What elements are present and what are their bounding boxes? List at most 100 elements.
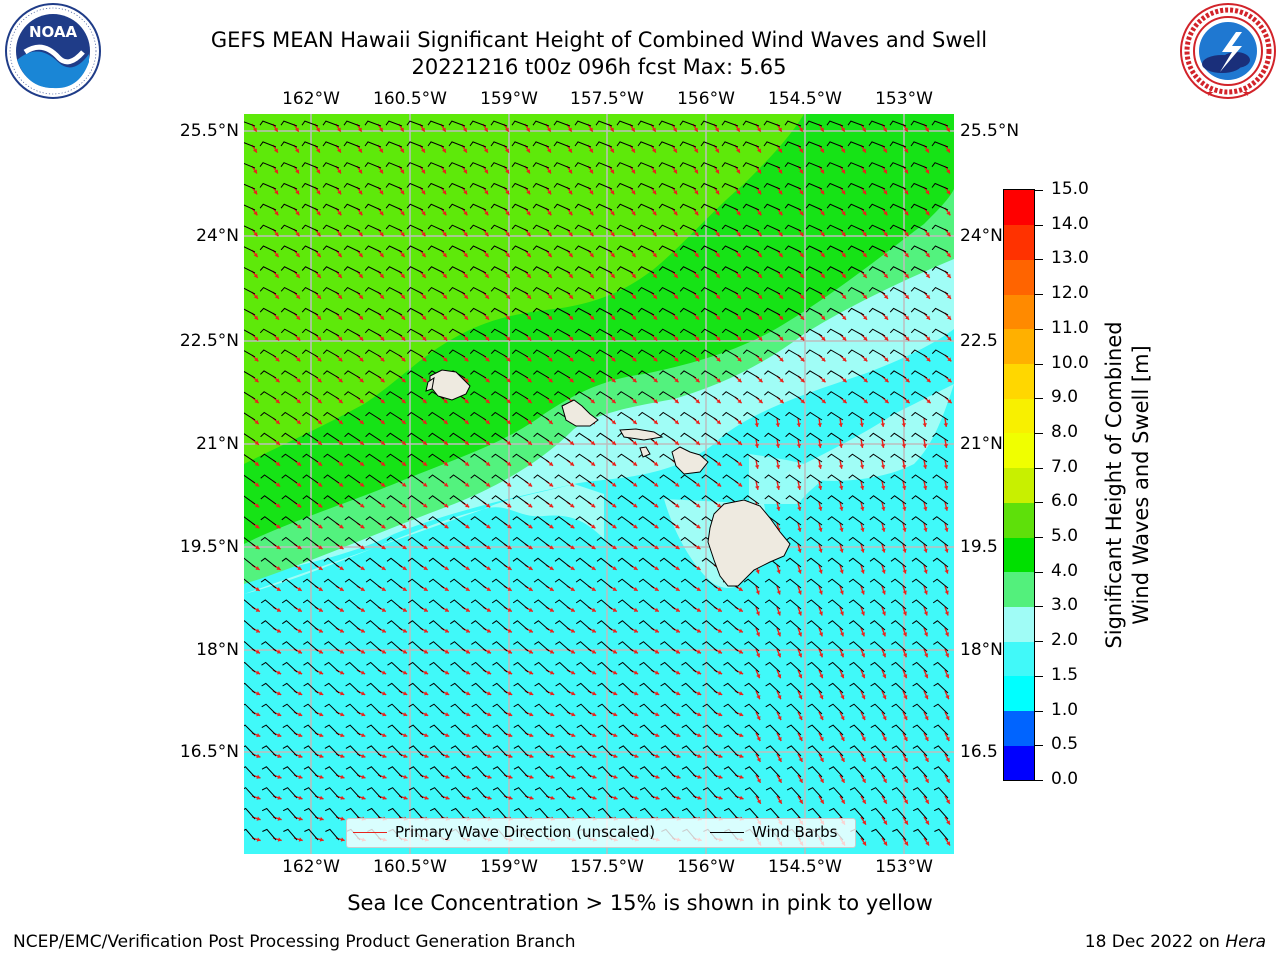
- wave-direction-arrowhead: [717, 628, 722, 633]
- wave-direction-arrowhead: [486, 587, 491, 591]
- wave-direction-arrowhead: [631, 148, 635, 153]
- wave-direction-arrowhead: [652, 232, 657, 237]
- lon-label: 157.5°W: [570, 857, 644, 877]
- wind-barb: [302, 391, 319, 400]
- wind-barb: [721, 224, 739, 232]
- wave-direction-arrowhead: [943, 465, 949, 469]
- wind-barb: [471, 641, 487, 652]
- wave-direction-arrowhead: [361, 795, 366, 800]
- wind-barb: [260, 516, 277, 526]
- wind-barb: [448, 203, 466, 211]
- wave-direction-arrowhead: [633, 524, 638, 529]
- wind-barb: [869, 411, 886, 421]
- wave-direction-arrowhead: [444, 566, 449, 570]
- wave-direction-arrowhead: [548, 378, 553, 383]
- lon-label: 154.5°W: [768, 89, 842, 109]
- wave-direction-arrowhead: [466, 712, 471, 717]
- wave-direction-arrowhead: [528, 545, 533, 549]
- wave-direction-arrowhead: [945, 736, 950, 741]
- wind-barb: [532, 141, 550, 148]
- wave-direction-arrowhead: [611, 440, 616, 445]
- colorbar-tick-label: 7.0: [1051, 456, 1079, 477]
- colorbar-segment: [1004, 641, 1034, 677]
- wind-barb: [574, 182, 592, 190]
- wave-direction-arrowhead: [716, 378, 721, 383]
- wave-direction-arrowhead: [861, 757, 866, 762]
- wind-barb: [785, 370, 802, 379]
- wave-direction-arrowhead: [923, 569, 928, 574]
- wind-barb: [596, 495, 613, 505]
- wave-direction-arrowhead: [611, 420, 616, 424]
- wind-barb: [429, 745, 445, 757]
- wind-barb: [870, 766, 886, 778]
- wave-direction-arrowhead: [277, 712, 282, 717]
- wind-barb: [722, 474, 739, 484]
- wind-barb: [868, 307, 886, 316]
- wind-barb: [765, 703, 781, 715]
- wind-barb: [700, 120, 718, 127]
- wind-barb: [847, 349, 865, 358]
- wind-barb: [450, 682, 466, 694]
- wind-barb: [596, 599, 613, 610]
- wave-direction-arrowhead: [924, 757, 929, 762]
- wind-barb: [807, 661, 823, 673]
- wave-direction-arrowhead: [652, 253, 657, 258]
- wind-barb: [554, 495, 571, 505]
- wave-direction-arrowhead: [379, 232, 384, 237]
- wave-direction-arrowhead: [484, 294, 489, 299]
- wind-barb: [282, 620, 298, 631]
- wind-barb: [700, 162, 718, 169]
- wave-direction-arrowhead: [403, 753, 408, 758]
- wave-direction-arrowhead: [318, 566, 323, 570]
- wind-barb: [723, 703, 739, 715]
- wave-direction-arrowhead: [717, 649, 722, 654]
- wind-barb: [511, 162, 529, 169]
- wave-direction-arrowhead: [839, 548, 844, 553]
- island-oahu: [561, 399, 599, 427]
- wave-direction-arrowhead: [252, 127, 257, 132]
- wave-direction-arrowhead: [755, 611, 760, 616]
- wind-barb: [827, 474, 844, 484]
- wind-barb: [912, 661, 928, 673]
- wind-barb: [343, 328, 361, 337]
- wind-barb: [534, 661, 550, 673]
- wind-barb: [301, 141, 319, 148]
- wave-direction-arrowhead: [484, 190, 489, 195]
- wave-direction-arrowhead: [673, 211, 678, 216]
- wave-direction-arrowhead: [926, 336, 931, 341]
- wind-barb: [344, 453, 361, 463]
- wind-barb: [722, 453, 739, 463]
- wave-direction-arrowhead: [738, 587, 743, 591]
- wind-barb: [282, 703, 298, 715]
- wave-direction-arrowhead: [882, 674, 887, 679]
- wave-direction-arrowhead: [466, 691, 471, 696]
- wave-direction-arrowhead: [695, 315, 699, 320]
- wave-direction-arrowhead: [841, 148, 845, 153]
- wave-direction-arrowhead: [881, 548, 886, 553]
- wind-barb: [428, 536, 445, 547]
- wave-direction-arrowhead: [612, 607, 617, 612]
- wind-barb: [681, 807, 697, 820]
- wind-barb: [533, 453, 550, 463]
- wave-direction-arrowhead: [527, 399, 532, 404]
- wave-direction-arrowhead: [903, 757, 908, 762]
- wave-direction-arrowhead: [380, 336, 385, 341]
- wave-direction-arrowhead: [799, 190, 804, 195]
- wave-direction-arrowhead: [485, 357, 490, 362]
- wind-barb: [932, 599, 949, 610]
- wind-barb: [723, 682, 739, 694]
- wind-barb: [826, 182, 844, 190]
- colorbar-tick: [1035, 641, 1043, 643]
- colorbar-tick: [1035, 224, 1043, 226]
- wind-barb: [512, 370, 529, 379]
- wave-direction-arrowhead: [945, 716, 950, 721]
- wind-barb: [259, 266, 277, 274]
- wind-barb: [385, 224, 403, 232]
- wind-barb: [868, 328, 886, 337]
- wave-direction-arrowhead: [526, 253, 531, 258]
- wind-barb: [490, 141, 508, 148]
- wave-direction-arrowhead: [863, 315, 867, 320]
- wind-barb: [700, 328, 718, 337]
- wind-barb: [932, 557, 949, 568]
- footer-host: Hera: [1225, 932, 1266, 952]
